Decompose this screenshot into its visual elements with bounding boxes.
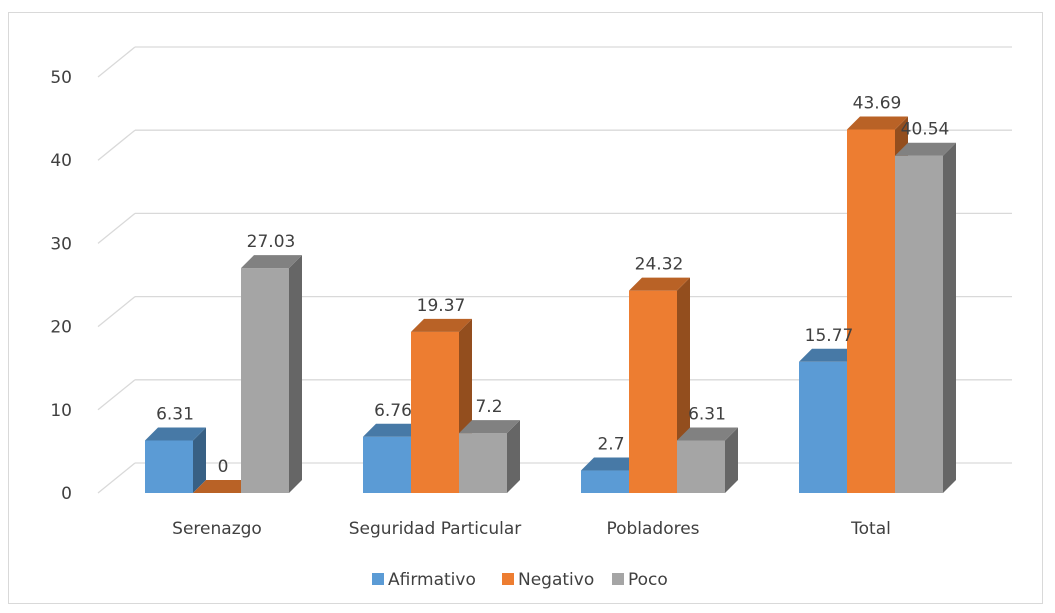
bar — [411, 331, 459, 493]
category-label: Seguridad Particular — [349, 519, 521, 539]
bar — [895, 155, 943, 493]
gridline-side — [97, 462, 136, 494]
data-label: 27.03 — [247, 232, 296, 252]
bar-top — [193, 480, 254, 493]
bar-top — [629, 277, 690, 291]
y-tick-label: 0 — [61, 484, 72, 504]
data-label: 2.7 — [597, 435, 624, 455]
bar — [581, 470, 629, 493]
legend: Afirmativo Negativo Poco — [372, 570, 668, 590]
bar-side — [193, 427, 206, 493]
gridline-side — [97, 296, 136, 328]
data-labels: 6.31 0 27.03 6.76 19.37 7.2 2.7 24.32 6.31 15.77 4… — [156, 93, 949, 477]
legend-swatch — [502, 573, 514, 585]
data-label: 19.37 — [417, 296, 466, 316]
bars-layer — [145, 116, 956, 493]
gridline-side — [97, 129, 136, 161]
bar-side — [289, 255, 302, 493]
data-label: 40.54 — [901, 120, 950, 140]
bar-side — [507, 420, 520, 493]
y-tick-label: 30 — [50, 234, 72, 254]
data-label: 15.77 — [805, 326, 854, 346]
bar-top — [895, 142, 956, 156]
data-label: 6.31 — [156, 405, 194, 425]
bar-top — [581, 457, 642, 471]
y-tick-label: 50 — [50, 68, 72, 88]
bar-top — [799, 348, 860, 362]
bar — [145, 440, 193, 493]
legend-label: Negativo — [518, 570, 594, 590]
legend-label: Afirmativo — [388, 570, 476, 590]
bar — [629, 290, 677, 493]
bar — [677, 440, 725, 493]
y-tick-label: 10 — [50, 401, 72, 421]
category-label: Serenazgo — [172, 519, 262, 539]
gridline-side — [97, 379, 136, 411]
bar-top — [411, 318, 472, 332]
data-label: 24.32 — [635, 255, 684, 275]
bar-top — [847, 116, 908, 130]
bar-side — [943, 142, 956, 493]
bar — [241, 268, 289, 493]
bar-top — [145, 427, 206, 441]
y-tick-label: 20 — [50, 318, 72, 338]
legend-swatch — [612, 573, 624, 585]
data-label: 7.2 — [475, 397, 502, 417]
category-label: Total — [850, 519, 891, 539]
bar — [459, 433, 507, 493]
bar-top — [241, 255, 302, 269]
data-label: 0 — [218, 457, 229, 477]
legend-swatch — [372, 573, 384, 585]
bar-top — [459, 420, 520, 434]
bar-side — [725, 427, 738, 493]
data-label: 43.69 — [853, 93, 902, 113]
data-label: 6.76 — [374, 401, 412, 421]
legend-label: Poco — [628, 570, 668, 590]
gridline-side — [97, 212, 136, 244]
bar — [799, 361, 847, 493]
bar-top — [677, 427, 738, 441]
bar — [847, 129, 895, 493]
data-label: 6.31 — [688, 405, 726, 425]
y-axis: 0 10 20 30 40 50 — [50, 68, 72, 504]
bar — [363, 436, 411, 493]
y-tick-label: 40 — [50, 151, 72, 171]
category-label: Pobladores — [606, 519, 699, 539]
bar-top — [363, 423, 424, 437]
x-axis: Serenazgo Seguridad Particular Pobladores T… — [172, 519, 891, 539]
gridline-side — [97, 46, 136, 78]
